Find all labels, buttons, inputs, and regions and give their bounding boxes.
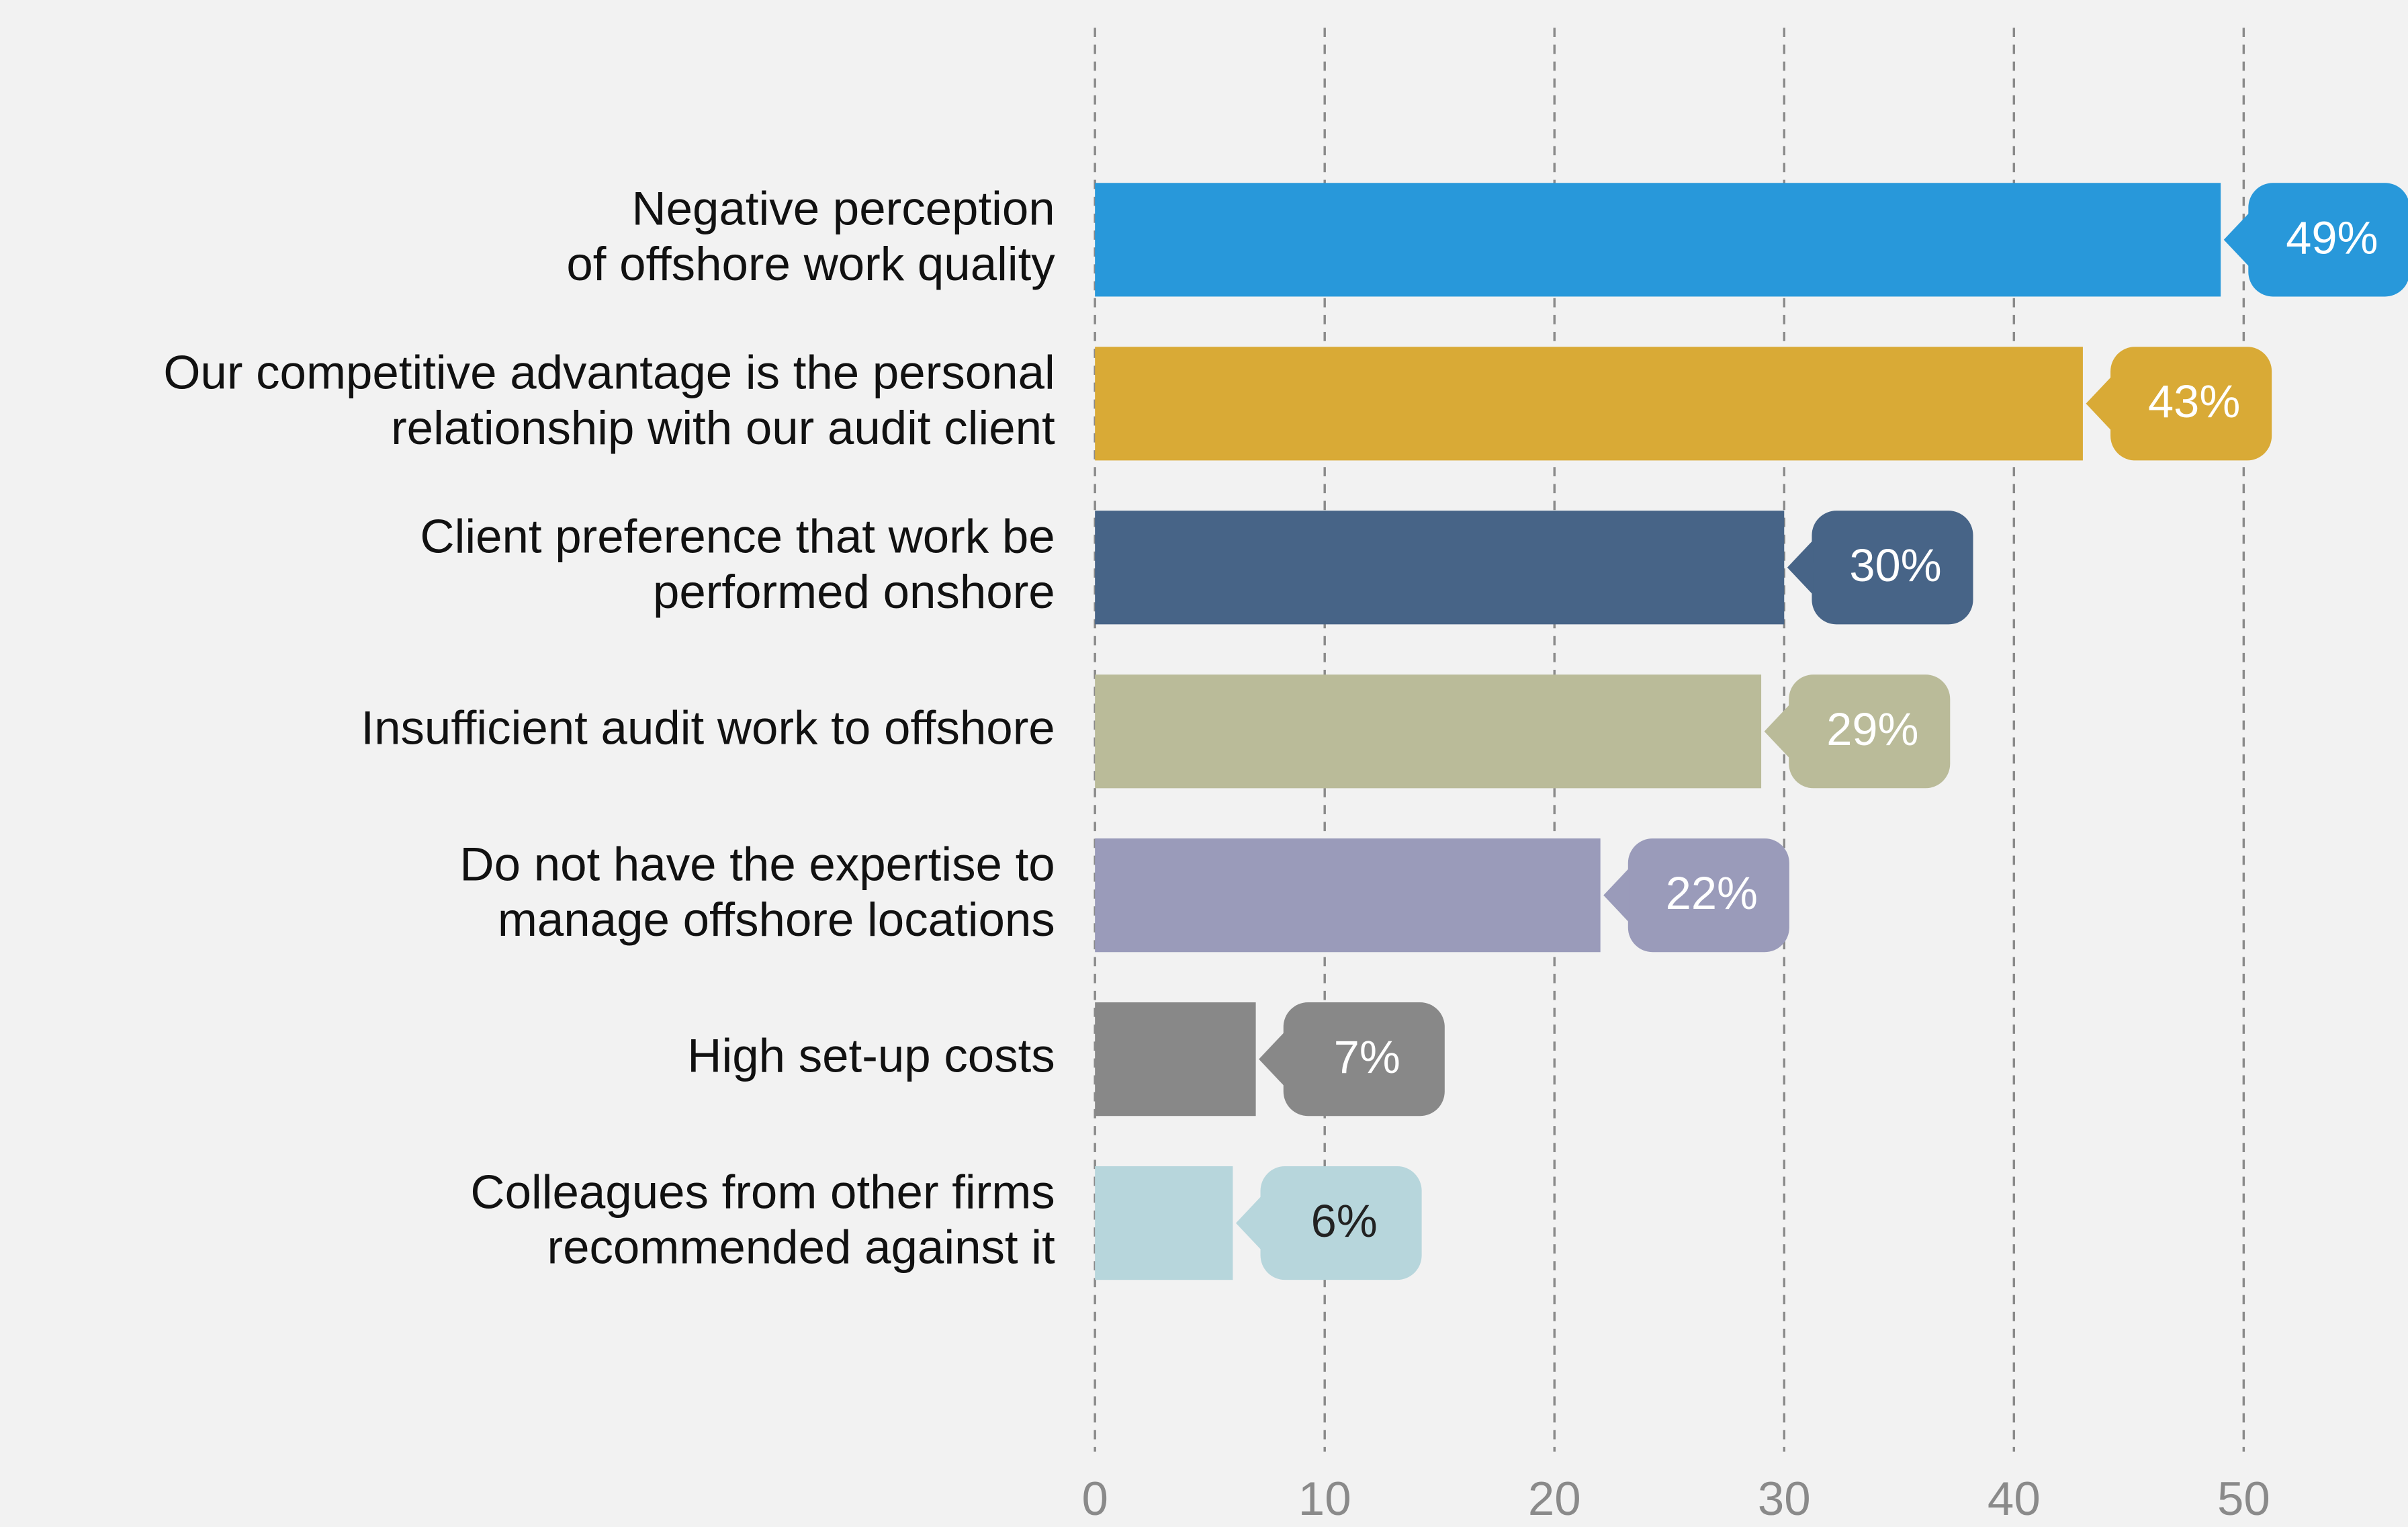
category-label: High set-up costs — [687, 1029, 1055, 1082]
callout-pointer — [1603, 867, 1630, 923]
bar — [1095, 674, 1762, 789]
value-callout — [1812, 511, 1973, 625]
callout-pointer — [1764, 703, 1791, 759]
callout-pointer — [1259, 1031, 1286, 1087]
callout-pointer — [2086, 376, 2112, 431]
x-tick-label: 10 — [1298, 1473, 1351, 1526]
callout-pointer — [2223, 212, 2250, 268]
bar — [1095, 183, 2221, 297]
value-label: 43% — [2148, 376, 2240, 427]
x-tick-label: 20 — [1528, 1473, 1581, 1526]
value-label: 6% — [1311, 1195, 1378, 1247]
value-callout — [1627, 838, 1789, 953]
category-label: Do not have the expertise to manage offsh… — [459, 838, 1055, 946]
value-label: 49% — [2286, 212, 2378, 263]
category-label: Our competitive advantage is the persona… — [163, 346, 1055, 454]
bar — [1095, 838, 1601, 953]
bar — [1095, 1002, 1256, 1117]
bar — [1095, 347, 2083, 461]
value-callout — [1260, 1166, 1422, 1280]
bar — [1095, 1166, 1233, 1280]
category-label: Negative perception of offshore work qual… — [566, 182, 1055, 290]
callout-pointer — [1787, 539, 1814, 595]
x-tick-label: 30 — [1758, 1473, 1811, 1526]
category-label: Insufficient audit work to offshore — [361, 701, 1055, 754]
value-callout — [1283, 1002, 1445, 1117]
bar — [1095, 511, 1785, 625]
value-label: 29% — [1826, 703, 1918, 755]
value-label: 22% — [1666, 867, 1758, 919]
callout-pointer — [1235, 1195, 1262, 1251]
value-label: 7% — [1334, 1031, 1400, 1083]
value-callout — [2248, 183, 2408, 297]
x-tick-label: 50 — [2217, 1473, 2270, 1526]
category-label: Client preference that work be performed … — [420, 510, 1055, 618]
value-callout — [1789, 674, 1951, 789]
value-callout — [2110, 347, 2272, 461]
x-tick-label: 40 — [1988, 1473, 2041, 1526]
value-label: 30% — [1849, 539, 1941, 591]
category-label: Colleagues from other firms recommended a… — [470, 1166, 1055, 1274]
x-tick-label: 0 — [1081, 1473, 1108, 1526]
